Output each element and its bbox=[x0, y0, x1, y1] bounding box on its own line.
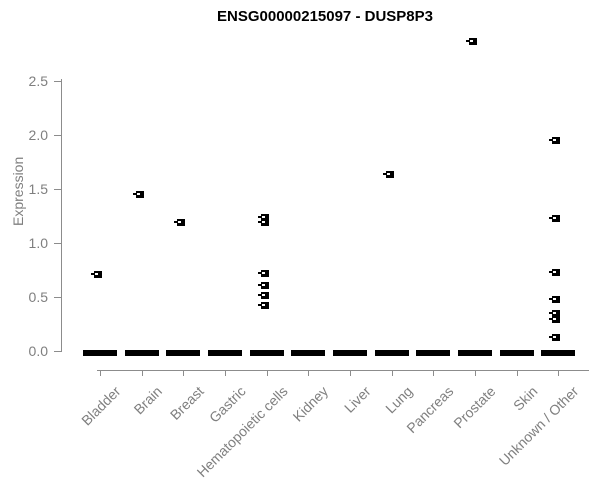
y-axis-tick bbox=[54, 243, 61, 244]
data-point bbox=[91, 271, 102, 278]
zero-expression-cluster bbox=[250, 350, 284, 356]
data-point bbox=[383, 171, 394, 178]
data-point bbox=[174, 219, 185, 226]
x-axis-line bbox=[97, 370, 589, 371]
x-axis-tick bbox=[267, 370, 268, 376]
data-point bbox=[549, 334, 560, 341]
zero-expression-cluster bbox=[416, 350, 450, 356]
zero-expression-cluster bbox=[333, 350, 367, 356]
y-axis-line bbox=[61, 79, 62, 352]
zero-expression-cluster bbox=[125, 350, 159, 356]
x-axis-tick bbox=[517, 370, 518, 376]
y-axis-tick bbox=[54, 189, 61, 190]
data-point bbox=[549, 310, 560, 317]
x-category-label: Prostate bbox=[450, 383, 499, 432]
y-axis-tick bbox=[54, 135, 61, 136]
x-category-label: Lung bbox=[381, 383, 416, 417]
data-point bbox=[549, 215, 560, 222]
chart-title: ENSG00000215097 - DUSP8P3 bbox=[217, 8, 433, 25]
y-axis-tick bbox=[54, 81, 61, 82]
data-point bbox=[258, 282, 269, 289]
x-axis-tick bbox=[475, 370, 476, 376]
data-point bbox=[258, 302, 269, 309]
x-axis-tick bbox=[350, 370, 351, 376]
x-axis-tick bbox=[308, 370, 309, 376]
y-tick-label: 0.5 bbox=[28, 289, 48, 305]
y-tick-label: 2.5 bbox=[28, 73, 48, 89]
data-point bbox=[549, 316, 560, 323]
zero-expression-cluster bbox=[375, 350, 409, 356]
zero-expression-cluster bbox=[208, 350, 242, 356]
data-point bbox=[258, 214, 269, 221]
zero-expression-cluster bbox=[83, 350, 117, 356]
y-tick-label: 1.5 bbox=[28, 181, 48, 197]
y-tick-label: 0.0 bbox=[28, 343, 48, 359]
y-axis-tick bbox=[54, 297, 61, 298]
zero-expression-cluster bbox=[458, 350, 492, 356]
y-tick-label: 2.0 bbox=[28, 127, 48, 143]
x-axis-tick bbox=[433, 370, 434, 376]
data-point bbox=[549, 296, 560, 303]
data-point bbox=[258, 292, 269, 299]
x-axis-tick bbox=[100, 370, 101, 376]
zero-expression-cluster bbox=[541, 350, 575, 356]
x-category-label: Skin bbox=[509, 383, 541, 414]
y-axis-tick bbox=[54, 351, 61, 352]
zero-expression-cluster bbox=[500, 350, 534, 356]
data-point bbox=[549, 269, 560, 276]
x-category-label: Liver bbox=[340, 383, 374, 416]
x-category-label: Kidney bbox=[289, 383, 332, 425]
zero-expression-cluster bbox=[291, 350, 325, 356]
x-axis-tick bbox=[558, 370, 559, 376]
data-point bbox=[133, 191, 144, 198]
data-point bbox=[258, 270, 269, 277]
x-category-label: Bladder bbox=[77, 383, 124, 429]
y-tick-label: 1.0 bbox=[28, 235, 48, 251]
data-point bbox=[466, 38, 477, 45]
data-point bbox=[258, 219, 269, 226]
x-axis-tick bbox=[183, 370, 184, 376]
x-category-label: Brain bbox=[130, 383, 166, 418]
x-axis-tick bbox=[142, 370, 143, 376]
x-axis-tick bbox=[225, 370, 226, 376]
data-point bbox=[549, 137, 560, 144]
x-axis-tick bbox=[392, 370, 393, 376]
x-category-label: Breast bbox=[166, 383, 207, 423]
zero-expression-cluster bbox=[166, 350, 200, 356]
